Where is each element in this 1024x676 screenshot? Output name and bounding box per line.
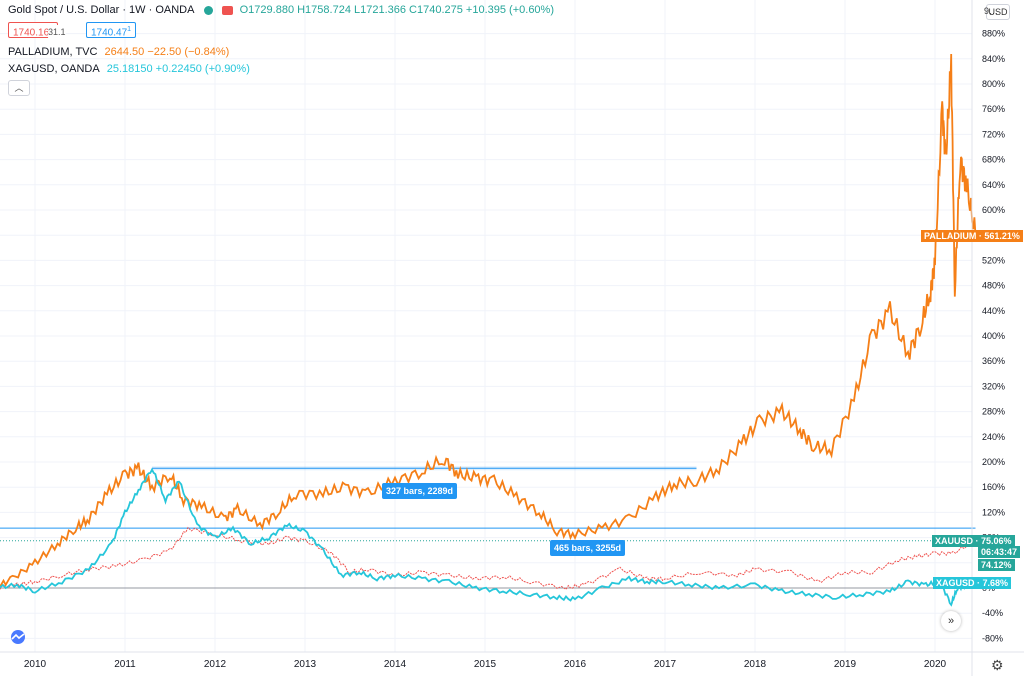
palladium-legend-name: PALLADIUM, TVC [8, 46, 98, 58]
ohlc-values: O1729.880 H1758.724 L1721.366 C1740.275 … [239, 4, 554, 16]
x-tick-label: 2011 [114, 659, 136, 670]
x-tick-label: 2014 [384, 659, 407, 670]
y-tick-label: 480% [982, 281, 1005, 291]
xagusd-legend[interactable]: XAGUSD, OANDA 25.18150 +0.22450 (+0.90%) [8, 63, 254, 75]
x-tick-label: 2016 [564, 659, 587, 670]
y-tick-label: 360% [982, 356, 1005, 366]
currency-button[interactable]: USD [986, 4, 1010, 20]
xagusd-tag: XAGUSD · 7.68% [933, 577, 1012, 589]
scroll-to-realtime-button[interactable]: » [941, 611, 961, 631]
y-tick-label: 280% [982, 407, 1005, 417]
y-tick-label: 840% [982, 54, 1005, 64]
y-tick-label: 440% [982, 306, 1005, 316]
y-tick-label: 240% [982, 432, 1005, 442]
tradingview-logo-icon[interactable] [9, 630, 27, 644]
series-line-palladium[interactable] [0, 53, 977, 589]
chevron-up-icon: ︿ [14, 83, 24, 93]
y-tick-label: 800% [982, 79, 1005, 89]
y-tick-label: 680% [982, 155, 1005, 165]
x-tick-label: 2015 [474, 659, 497, 670]
gear-icon[interactable]: ⚙ [991, 657, 1004, 673]
series-line-xagusd[interactable] [0, 467, 977, 607]
symbol-title[interactable]: Gold Spot / U.S. Dollar · 1W · OANDA [8, 4, 195, 16]
y-tick-label: 600% [982, 205, 1005, 215]
collapse-legend-button[interactable]: ︿ [8, 80, 30, 96]
y-tick-label: 520% [982, 255, 1005, 265]
y-tick-label: 320% [982, 381, 1005, 391]
y-tick-label: 400% [982, 331, 1005, 341]
y-tick-label: 760% [982, 104, 1005, 114]
x-tick-label: 2020 [924, 659, 947, 670]
xagusd-legend-value: 25.18150 +0.22450 (+0.90%) [106, 63, 250, 75]
countdown-tag: 06:43:47 [978, 546, 1021, 558]
y-tick-label: 200% [982, 457, 1005, 467]
xauusd-tag: XAUUSD · 75.06% [932, 535, 1015, 547]
y-tick-label: 120% [982, 507, 1005, 517]
x-tick-label: 2018 [744, 659, 767, 670]
double-chevron-right-icon: » [947, 615, 955, 627]
x-tick-label: 2010 [24, 659, 47, 670]
series-line-xauusd[interactable] [0, 526, 976, 591]
status-dot-icon [203, 5, 213, 15]
x-tick-label: 2013 [294, 659, 317, 670]
y-tick-label: 720% [982, 129, 1005, 139]
buy-price-button[interactable]: 1740.471 [86, 22, 137, 38]
measure-upper-label[interactable]: 327 bars, 2289d [382, 483, 458, 499]
y-tick-label: 640% [982, 180, 1005, 190]
palladium-legend-value: 2644.50 −22.50 (−0.84%) [104, 46, 230, 58]
y-tick-label: 160% [982, 482, 1005, 492]
main-legend: Gold Spot / U.S. Dollar · 1W · OANDA O17… [8, 4, 558, 16]
xau-close-tag: 74.12% [978, 559, 1015, 571]
palladium-tag: PALLADIUM · 561.21% [921, 230, 1023, 242]
x-tick-label: 2017 [654, 659, 677, 670]
x-tick-label: 2012 [204, 659, 227, 670]
x-tick-label: 2019 [834, 659, 857, 670]
spread-value: 31.1 [48, 25, 66, 39]
y-tick-label: -40% [982, 608, 1003, 618]
alert-icon[interactable] [221, 5, 233, 15]
y-tick-label: -80% [982, 633, 1003, 643]
y-tick-label: 880% [982, 29, 1005, 39]
xagusd-legend-name: XAGUSD, OANDA [8, 63, 100, 75]
axis-top-label: 9… [984, 6, 999, 16]
palladium-legend[interactable]: PALLADIUM, TVC 2644.50 −22.50 (−0.84%) [8, 46, 233, 58]
measure-lower-label[interactable]: 465 bars, 3255d [550, 540, 626, 556]
